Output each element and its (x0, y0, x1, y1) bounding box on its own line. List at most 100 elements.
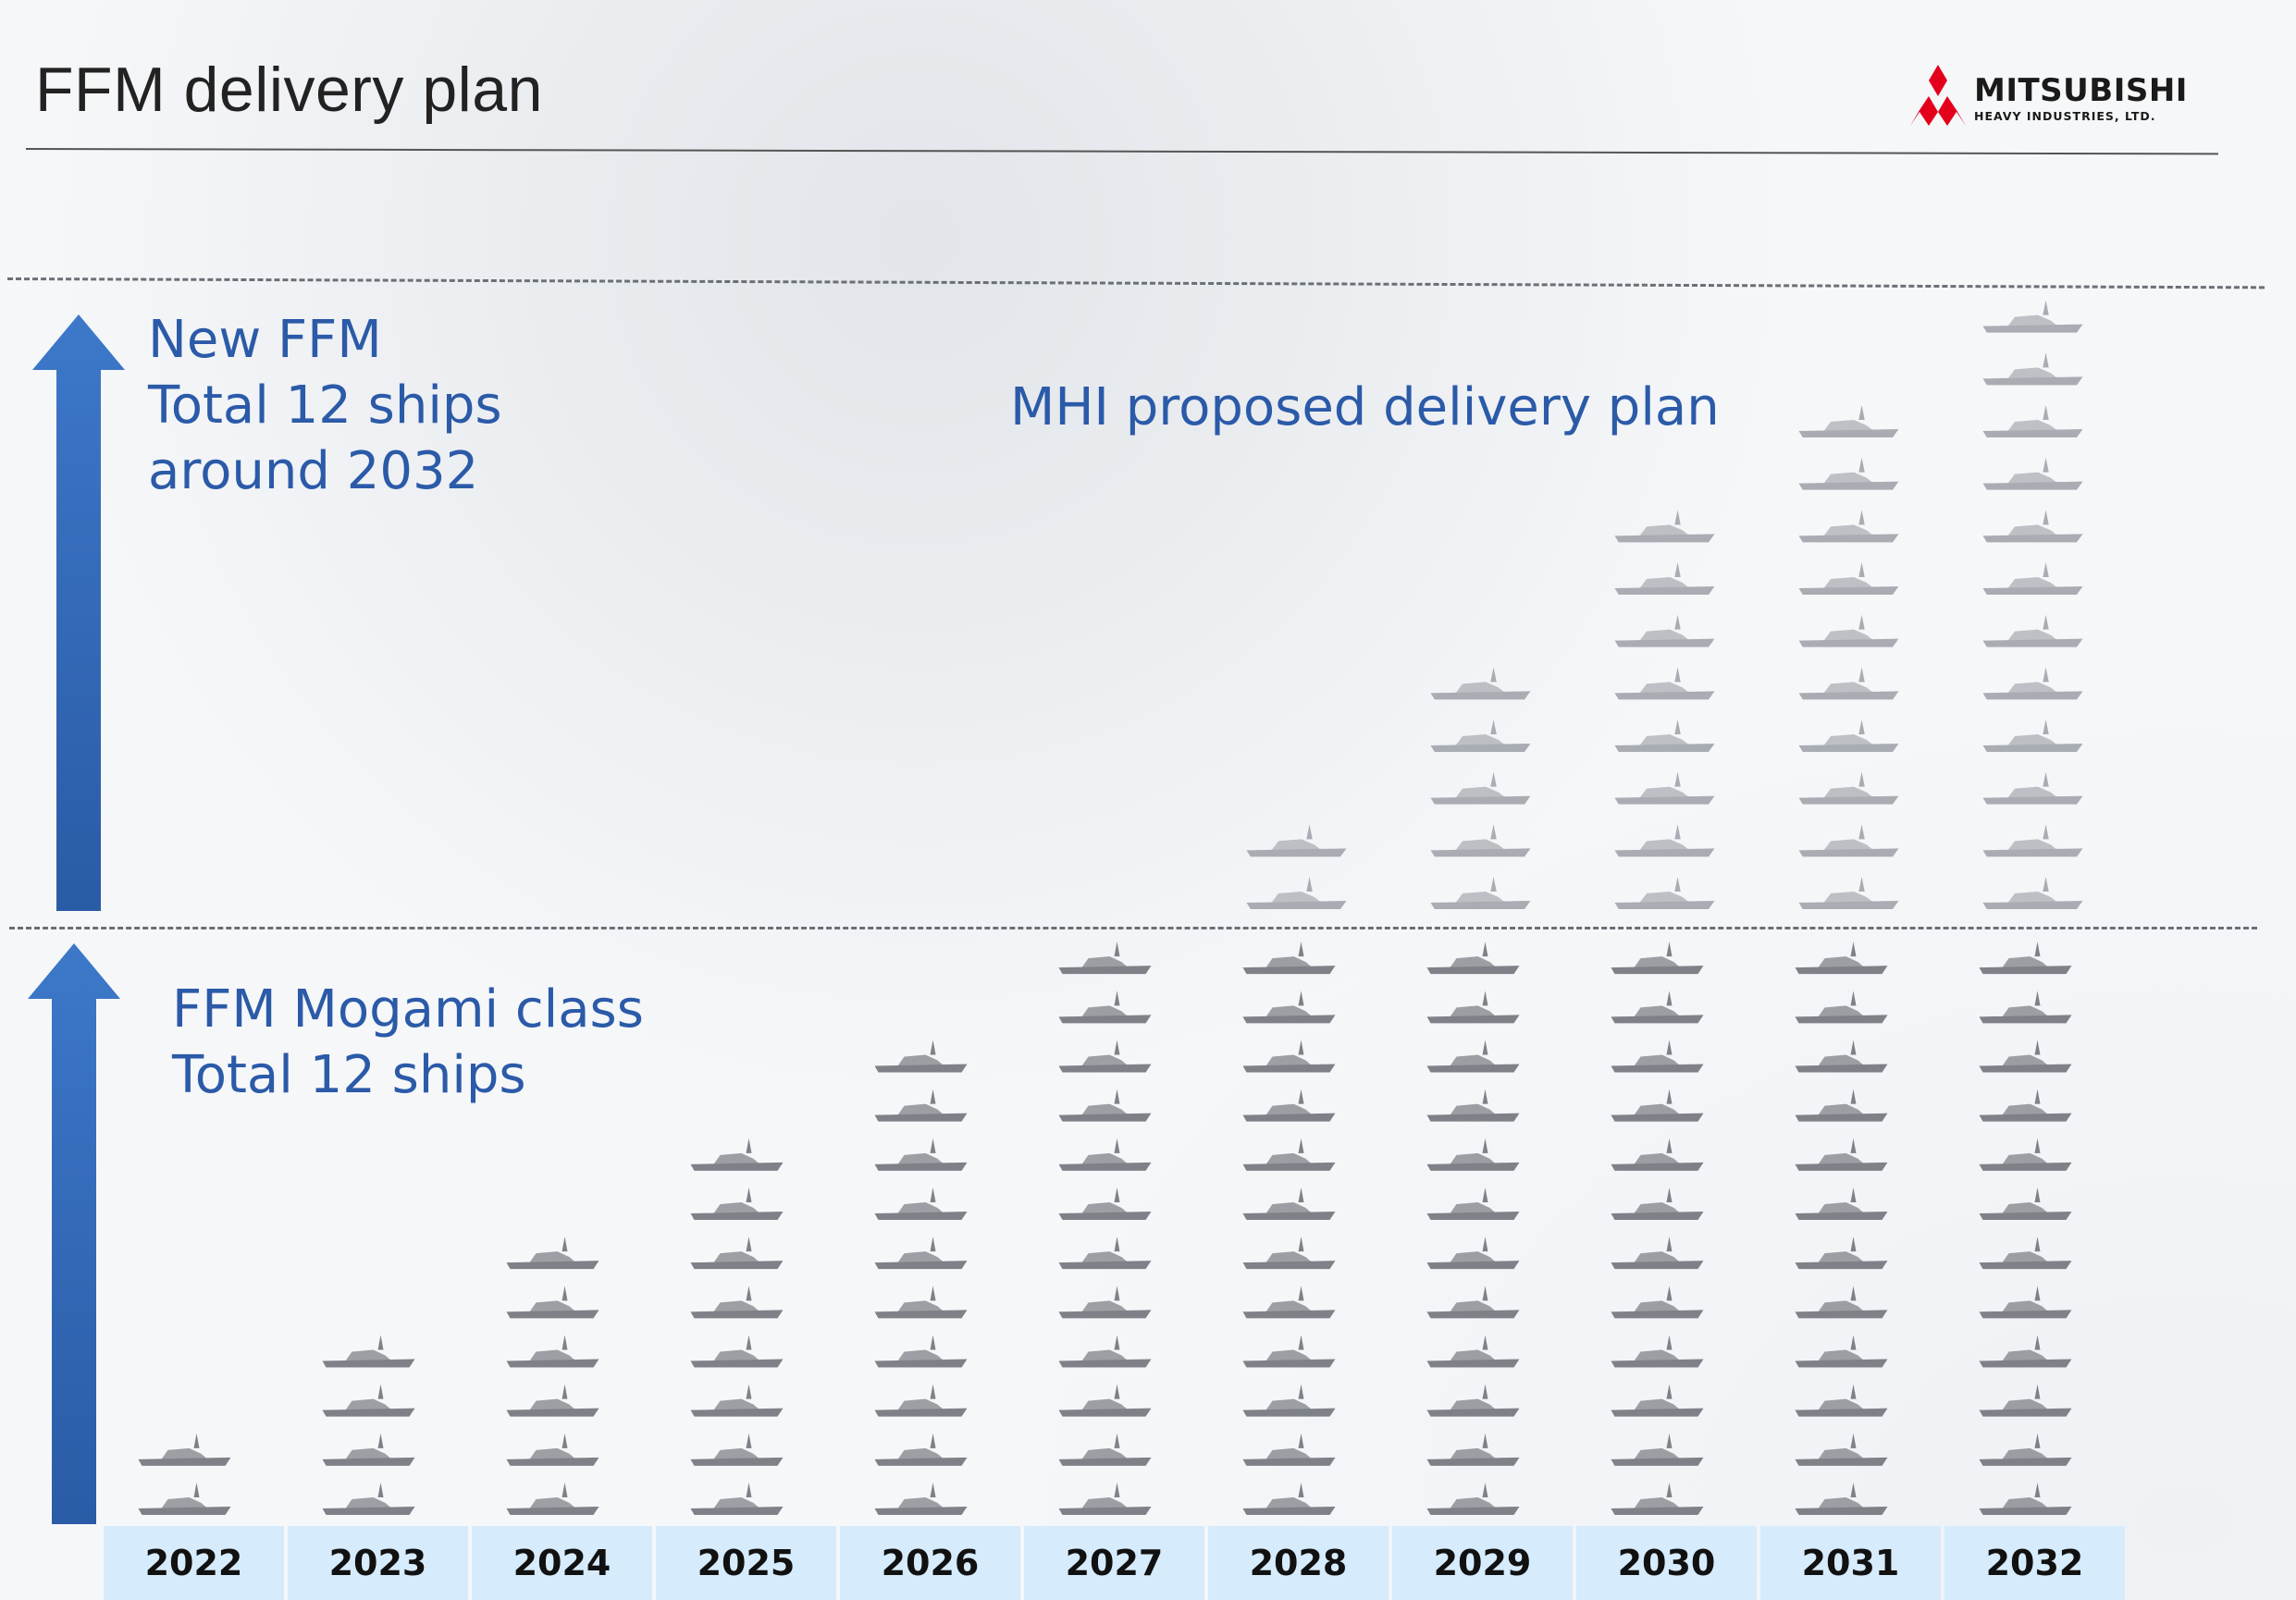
mogami-ship-2029-3 (1426, 1384, 1520, 1417)
logo-subtitle: HEAVY INDUSTRIES, LTD. (1974, 109, 2156, 123)
mogami-ship-2028-6 (1242, 1237, 1336, 1270)
mogami-ship-2029-6 (1426, 1237, 1520, 1270)
new-ffm-ship-2032-8 (1982, 510, 2083, 543)
mogami-ship-2032-8 (1979, 1138, 2072, 1171)
mogami-ship-2027-10 (1058, 1040, 1152, 1073)
mogami-ship-2032-5 (1979, 1286, 2072, 1319)
mhi-plan-text: MHI proposed delivery plan (1010, 377, 1720, 437)
mogami-ship-2030-4 (1611, 1335, 1704, 1368)
mogami-ship-2026-10 (874, 1040, 968, 1073)
mogami-ship-2026-3 (874, 1384, 968, 1417)
mogami-ship-2032-9 (1979, 1089, 2072, 1122)
mogami-ship-2025-6 (690, 1237, 784, 1270)
mogami-ship-2024-1 (506, 1483, 599, 1515)
mogami-ship-2029-9 (1426, 1089, 1520, 1122)
mogami-ship-2028-11 (1242, 991, 1336, 1024)
mogami-ship-2029-2 (1426, 1433, 1520, 1466)
mogami-ship-2030-2 (1611, 1433, 1704, 1466)
new-ffm-ship-2032-7 (1982, 562, 2083, 595)
mogami-ship-2028-9 (1242, 1089, 1336, 1122)
new-ffm-arrow (32, 314, 125, 911)
mogami-ship-2022-2 (138, 1433, 231, 1466)
mogami-ship-2030-3 (1611, 1384, 1704, 1417)
mogami-ship-2031-10 (1795, 1040, 1888, 1073)
mogami-ship-2028-5 (1242, 1286, 1336, 1319)
mogami-ship-2029-4 (1426, 1335, 1520, 1368)
mogami-ship-2028-7 (1242, 1188, 1336, 1220)
new-ffm-ship-2029-4 (1430, 720, 1531, 752)
new-ffm-ship-2031-8 (1798, 510, 1899, 543)
mogami-line-1: FFM Mogami class (172, 979, 644, 1040)
mogami-ship-2031-6 (1795, 1237, 1888, 1270)
new-ffm-ship-2031-9 (1798, 457, 1899, 490)
new-ffm-line-2: Total 12 ships (148, 375, 502, 437)
mogami-arrow (28, 943, 120, 1524)
mogami-ship-2024-4 (506, 1335, 599, 1368)
year-label-2031: 2031 (1760, 1526, 1941, 1600)
mogami-ship-2027-5 (1058, 1286, 1152, 1319)
mogami-ship-2031-8 (1795, 1138, 1888, 1171)
new-ffm-ship-2029-1 (1430, 877, 1531, 909)
mogami-ship-2027-3 (1058, 1384, 1152, 1417)
mogami-ship-2029-12 (1426, 942, 1520, 975)
mogami-ship-2028-8 (1242, 1138, 1336, 1171)
new-ffm-ship-2032-9 (1982, 457, 2083, 490)
mogami-ship-2027-8 (1058, 1138, 1152, 1171)
new-ffm-label: New FFM Total 12 ships around 2032 (148, 307, 502, 504)
mogami-ship-2028-2 (1242, 1433, 1336, 1466)
year-label-2023: 2023 (288, 1526, 468, 1600)
mogami-ship-2032-10 (1979, 1040, 2072, 1073)
new-ffm-ship-2030-1 (1614, 877, 1715, 909)
mogami-ship-2029-11 (1426, 991, 1520, 1024)
mogami-ship-2032-4 (1979, 1335, 2072, 1368)
new-ffm-line-1: New FFM (148, 310, 382, 370)
new-ffm-ship-2029-2 (1430, 824, 1531, 857)
new-ffm-ship-2030-4 (1614, 720, 1715, 752)
mogami-ship-2031-1 (1795, 1483, 1888, 1515)
mogami-ship-2031-4 (1795, 1335, 1888, 1368)
mogami-ship-2032-3 (1979, 1384, 2072, 1417)
mogami-ship-2026-9 (874, 1089, 968, 1122)
new-ffm-ship-2031-2 (1798, 824, 1899, 857)
mogami-ship-2029-1 (1426, 1483, 1520, 1515)
mogami-ship-2027-1 (1058, 1483, 1152, 1515)
mogami-ship-2031-7 (1795, 1188, 1888, 1220)
mogami-ship-2030-11 (1611, 991, 1704, 1024)
year-axis: 2022 2023 2024 2025 2026 2027 2028 2029 2030 2031… (102, 1526, 2128, 1600)
mogami-ship-2024-3 (506, 1384, 599, 1417)
mogami-ship-2026-4 (874, 1335, 968, 1368)
year-label-2032: 2032 (1944, 1526, 2125, 1600)
mogami-ship-2029-10 (1426, 1040, 1520, 1073)
mogami-ship-2030-6 (1611, 1237, 1704, 1270)
mhi-plan-label: MHI proposed delivery plan (1010, 375, 1720, 440)
mogami-ship-2032-6 (1979, 1237, 2072, 1270)
mogami-ship-2031-12 (1795, 942, 1888, 975)
mogami-ship-2027-9 (1058, 1089, 1152, 1122)
year-label-2022: 2022 (104, 1526, 284, 1600)
new-ffm-ship-2031-6 (1798, 614, 1899, 647)
new-ffm-ship-2032-5 (1982, 667, 2083, 700)
new-ffm-ship-2031-7 (1798, 562, 1899, 595)
year-label-2024: 2024 (472, 1526, 652, 1600)
mogami-total-line (9, 927, 2257, 929)
year-label-2026: 2026 (840, 1526, 1020, 1600)
mogami-ship-2032-11 (1979, 991, 2072, 1024)
mogami-line-2: Total 12 ships (172, 1045, 526, 1106)
new-ffm-ship-2031-3 (1798, 771, 1899, 805)
new-ffm-line-3: around 2032 (148, 441, 479, 502)
mogami-ship-2026-8 (874, 1138, 968, 1171)
mogami-ship-2029-7 (1426, 1188, 1520, 1220)
mogami-ship-2030-8 (1611, 1138, 1704, 1171)
logo-name: MITSUBISHI (1974, 72, 2188, 109)
year-label-2030: 2030 (1576, 1526, 1757, 1600)
mogami-ship-2027-4 (1058, 1335, 1152, 1368)
new-ffm-ship-2031-5 (1798, 667, 1899, 700)
new-ffm-ship-2030-6 (1614, 614, 1715, 647)
mogami-ship-2024-2 (506, 1433, 599, 1466)
new-ffm-ship-2032-12 (1982, 300, 2083, 333)
mogami-ship-2026-7 (874, 1188, 968, 1220)
new-ffm-ship-2029-3 (1430, 771, 1531, 805)
mogami-ship-2030-12 (1611, 942, 1704, 975)
